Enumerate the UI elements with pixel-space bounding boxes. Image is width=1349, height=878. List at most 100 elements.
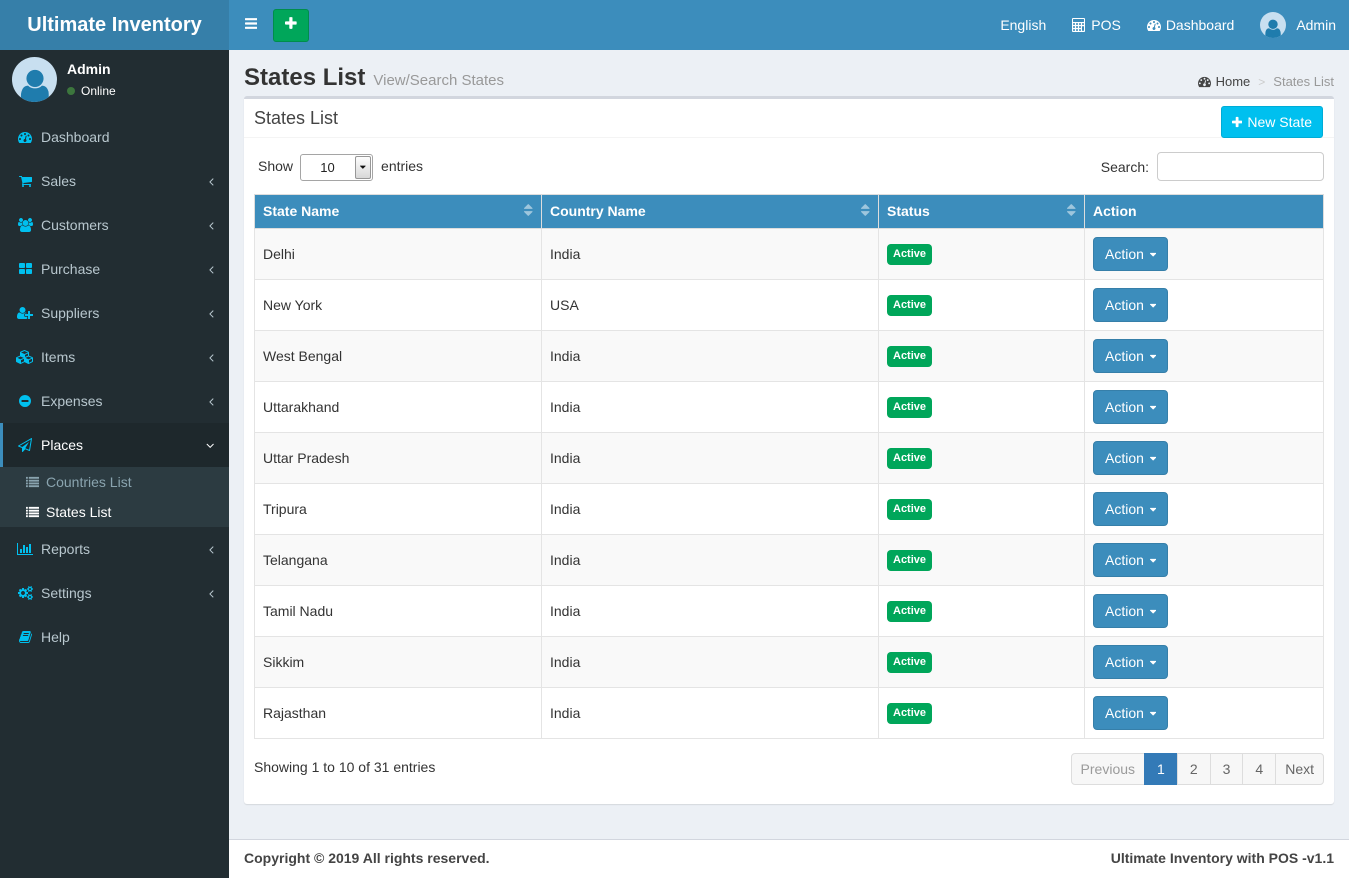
- country-name-cell: India: [541, 636, 879, 688]
- entries-label: entries: [381, 158, 424, 175]
- status-badge: Active: [887, 600, 933, 622]
- sidebar-menu-link[interactable]: Expenses: [0, 379, 229, 423]
- show-label: Show: [258, 158, 294, 175]
- caret-down-icon: [1150, 555, 1156, 566]
- action-dropdown-button[interactable]: Action: [1093, 390, 1169, 424]
- sidebar-menu-link[interactable]: Items: [0, 335, 229, 379]
- submenu-item-icon: [26, 506, 39, 519]
- sidebar-menu-link[interactable]: Settings: [0, 571, 229, 615]
- new-state-button[interactable]: New State: [1221, 106, 1323, 138]
- box-body: Show 10 entries Search:: [244, 138, 1334, 804]
- sidebar-menu-link[interactable]: Reports: [0, 527, 229, 571]
- action-dropdown-button[interactable]: Action: [1093, 288, 1169, 322]
- search-input[interactable]: [1157, 152, 1324, 181]
- sidebar-item-label: Customers: [41, 217, 109, 233]
- column-header[interactable]: Action: [1084, 194, 1324, 229]
- table-row: Sikkim India Active Action: [254, 636, 1324, 688]
- action-label: Action: [1105, 603, 1144, 619]
- status-cell: Active: [878, 483, 1085, 535]
- sidebar-menu-link[interactable]: Customers: [0, 203, 229, 247]
- user-menu-item[interactable]: Admin: [1247, 0, 1349, 50]
- column-header-label: Action: [1093, 203, 1137, 219]
- action-cell: Action: [1084, 381, 1324, 433]
- pagination-previous: Previous: [1070, 753, 1146, 785]
- brand-logo[interactable]: Ultimate Inventory: [0, 0, 229, 50]
- sidebar-item-label: Items: [41, 349, 76, 365]
- menu-arrow-icon: [209, 175, 214, 188]
- state-name-cell: Delhi: [254, 228, 542, 280]
- status-badge: Active: [887, 549, 933, 571]
- user-name-label: Admin: [1296, 17, 1336, 33]
- sidebar-submenu-item: Countries List: [0, 467, 229, 497]
- breadcrumb-current: States List: [1273, 74, 1334, 89]
- sidebar-menu-item: Help: [0, 615, 229, 659]
- dashboard-menu-item[interactable]: Dashboard: [1134, 0, 1248, 50]
- sidebar-submenu-link[interactable]: States List: [0, 497, 229, 527]
- column-header[interactable]: Status: [878, 194, 1085, 229]
- country-name-cell: India: [541, 687, 879, 739]
- state-name-cell: Tripura: [254, 483, 542, 535]
- breadcrumb-separator: >: [1258, 74, 1266, 89]
- action-label: Action: [1105, 246, 1144, 262]
- sidebar-user-status[interactable]: Online: [67, 84, 116, 98]
- table-row: Telangana India Active Action: [254, 534, 1324, 586]
- dashboard-icon: [1147, 18, 1161, 32]
- page-length-select[interactable]: 10: [300, 153, 374, 181]
- action-dropdown-button[interactable]: Action: [1093, 594, 1169, 628]
- action-dropdown-button[interactable]: Action: [1093, 237, 1169, 271]
- action-label: Action: [1105, 399, 1144, 415]
- sidebar-item-icon: [18, 542, 32, 556]
- status-badge: Active: [887, 243, 933, 265]
- breadcrumb-home[interactable]: Home: [1198, 74, 1250, 89]
- menu-arrow-icon: [209, 543, 214, 556]
- status-badge: Active: [887, 294, 933, 316]
- action-dropdown-button[interactable]: Action: [1093, 492, 1169, 526]
- sidebar-menu-link[interactable]: Sales: [0, 159, 229, 203]
- sidebar-menu-link[interactable]: Help: [0, 615, 229, 659]
- sidebar-item-icon: [18, 394, 32, 408]
- quick-add-button[interactable]: [273, 8, 309, 42]
- page-length-value: 10: [320, 159, 335, 175]
- sidebar-item-icon: [18, 130, 32, 144]
- column-header[interactable]: State Name: [254, 194, 542, 229]
- sidebar-menu-item: Purchase: [0, 247, 229, 291]
- sidebar-menu-item: Expenses: [0, 379, 229, 423]
- action-dropdown-button[interactable]: Action: [1093, 645, 1169, 679]
- column-header[interactable]: Country Name: [541, 194, 879, 229]
- sidebar-item-icon: [18, 586, 32, 600]
- country-name-cell: India: [541, 228, 879, 280]
- sidebar-item-label: Purchase: [41, 261, 101, 277]
- action-dropdown-button[interactable]: Action: [1093, 543, 1169, 577]
- sidebar-menu-item: Settings: [0, 571, 229, 615]
- language-menu-item[interactable]: English: [987, 0, 1059, 50]
- sidebar-menu-link[interactable]: Purchase: [0, 247, 229, 291]
- action-dropdown-button[interactable]: Action: [1093, 339, 1169, 373]
- plus-icon: [285, 16, 297, 34]
- sidebar-menu-link[interactable]: Suppliers: [0, 291, 229, 335]
- search-control: Search:: [1101, 152, 1324, 181]
- status-badge: Active: [887, 345, 933, 367]
- action-cell: Action: [1084, 585, 1324, 637]
- country-name-cell: India: [541, 483, 879, 535]
- pos-label: POS: [1091, 17, 1121, 33]
- action-cell: Action: [1084, 279, 1324, 331]
- sidebar-toggle-button[interactable]: [229, 0, 273, 50]
- content: States List New State Show 10 entries Se…: [229, 91, 1349, 839]
- state-name-cell: New York: [254, 279, 542, 331]
- action-dropdown-button[interactable]: Action: [1093, 696, 1169, 730]
- sidebar-menu-link[interactable]: Places: [0, 423, 229, 467]
- sidebar-item-icon: [18, 350, 32, 364]
- hamburger-icon: [245, 16, 258, 34]
- sidebar-menu-item: Suppliers: [0, 291, 229, 335]
- action-label: Action: [1105, 501, 1144, 517]
- pos-menu-item[interactable]: POS: [1059, 0, 1134, 50]
- sidebar-submenu-link[interactable]: Countries List: [0, 467, 229, 497]
- sidebar-item-icon: [18, 306, 32, 320]
- state-name-cell: Sikkim: [254, 636, 542, 688]
- calculator-icon: [1072, 18, 1086, 32]
- action-dropdown-button[interactable]: Action: [1093, 441, 1169, 475]
- sidebar-menu-link[interactable]: Dashboard: [0, 115, 229, 159]
- table-row: Uttarakhand India Active Action: [254, 381, 1324, 433]
- user-avatar: [1260, 12, 1287, 38]
